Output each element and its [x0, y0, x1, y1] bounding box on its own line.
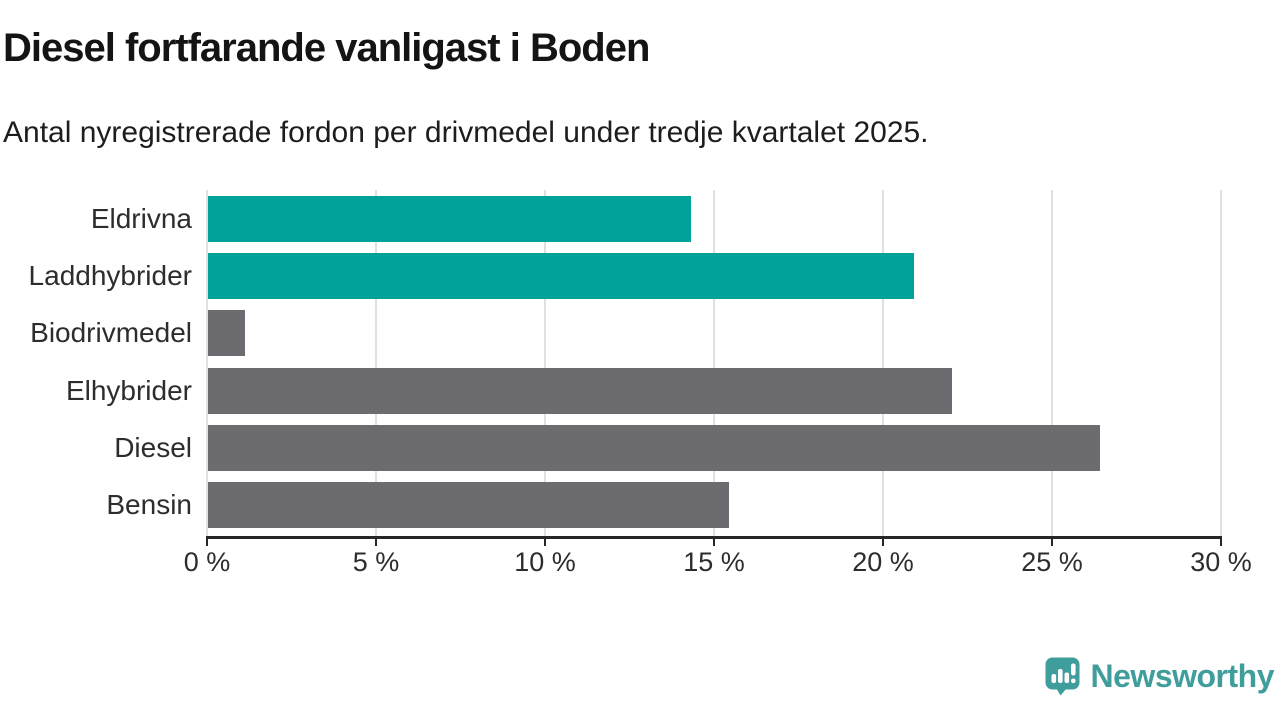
category-label-laddhybrider: Laddhybrider: [28, 260, 192, 292]
category-label-elhybrider: Elhybrider: [65, 374, 192, 406]
gridline-15: [713, 190, 715, 536]
page-title: Diesel fortfarande vanligast i Boden: [3, 26, 650, 70]
chart-subtitle: Antal nyregistrerade fordon per drivmede…: [3, 116, 929, 149]
bar-chart: Eldrivna Laddhybrider Biodrivmedel Elhybrid…: [0, 190, 1252, 577]
tick-label-25: 25 %: [1021, 547, 1083, 577]
gridline-5: [375, 190, 377, 536]
tick-label-0: 0 %: [183, 547, 231, 577]
gridline-20: [882, 190, 884, 536]
tick-mark-5: [375, 539, 377, 546]
tick-label-5: 5 %: [352, 547, 400, 577]
category-label-bensin: Bensin: [106, 489, 192, 520]
gridline-10: [544, 190, 546, 536]
x-axis-line: [206, 536, 1222, 539]
category-label-biodrivmedel: Biodrivmedel: [30, 317, 192, 349]
tick-mark-20: [882, 539, 884, 546]
bar-eldrivna: [208, 196, 692, 242]
tick-mark-0: [206, 539, 208, 546]
tick-mark-25: [1051, 539, 1053, 546]
bar-laddhybrider: [208, 253, 915, 300]
tick-mark-30: [1220, 539, 1222, 546]
gridline-30: [1220, 190, 1222, 536]
bar-biodrivmedel: [208, 310, 246, 357]
newsworthy-logo: Newsworthy: [1045, 657, 1275, 696]
gridline-25: [1051, 190, 1053, 536]
newsworthy-logo-text: Newsworthy: [1090, 658, 1275, 694]
tick-label-30: 30 %: [1190, 547, 1252, 577]
y-axis-category-labels: Eldrivna Laddhybrider Biodrivmedel Elhybrid…: [0, 190, 192, 536]
category-label-diesel: Diesel: [114, 431, 192, 463]
gridline-0: [206, 190, 208, 536]
tick-label-10: 10 %: [514, 547, 576, 577]
tick-label-20: 20 %: [852, 547, 914, 577]
plot-area: [206, 190, 1222, 536]
bar-bensin: [208, 482, 729, 528]
tick-label-15: 15 %: [683, 547, 745, 577]
category-label-eldrivna: Eldrivna: [90, 203, 192, 234]
tick-mark-10: [544, 539, 546, 546]
tick-mark-15: [713, 539, 715, 546]
bar-diesel: [208, 424, 1101, 471]
newsworthy-logo-icon: [1045, 657, 1080, 696]
bar-elhybrider: [208, 367, 952, 414]
